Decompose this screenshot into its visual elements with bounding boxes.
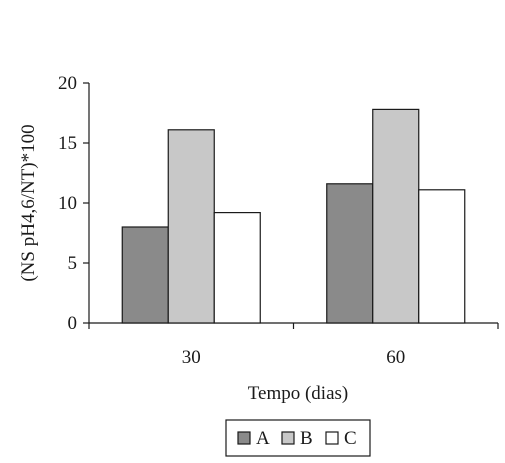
legend-label-A: A (256, 428, 270, 449)
x-tick-label: 30 (182, 347, 201, 368)
bar-C-60 (418, 189, 466, 324)
bar-A-60 (326, 183, 374, 324)
legend-swatch-C (325, 431, 339, 445)
y-axis-label: (NS pH4,6/NT)*100 (18, 124, 39, 281)
bar-B-30 (167, 129, 215, 324)
legend-label-B: B (300, 428, 313, 449)
legend: A B C (225, 419, 371, 457)
legend-swatch-A (237, 431, 251, 445)
x-tick-label: 60 (386, 347, 405, 368)
bar-C-30 (213, 212, 261, 324)
legend-box (225, 419, 371, 457)
y-tick-label: 20 (58, 73, 77, 94)
y-tick-label: 10 (58, 193, 77, 214)
legend-label-C: C (344, 428, 357, 449)
y-tick-label: 15 (58, 133, 77, 154)
bar-A-30 (121, 226, 169, 324)
plot-area: 0 5 10 15 20 30 60 (58, 73, 499, 368)
legend-swatch-B (281, 431, 295, 445)
x-axis-label: Tempo (dias) (248, 383, 349, 404)
bar-B-60 (372, 108, 420, 324)
y-tick-label: 0 (68, 313, 78, 334)
y-tick-label: 5 (68, 253, 78, 274)
